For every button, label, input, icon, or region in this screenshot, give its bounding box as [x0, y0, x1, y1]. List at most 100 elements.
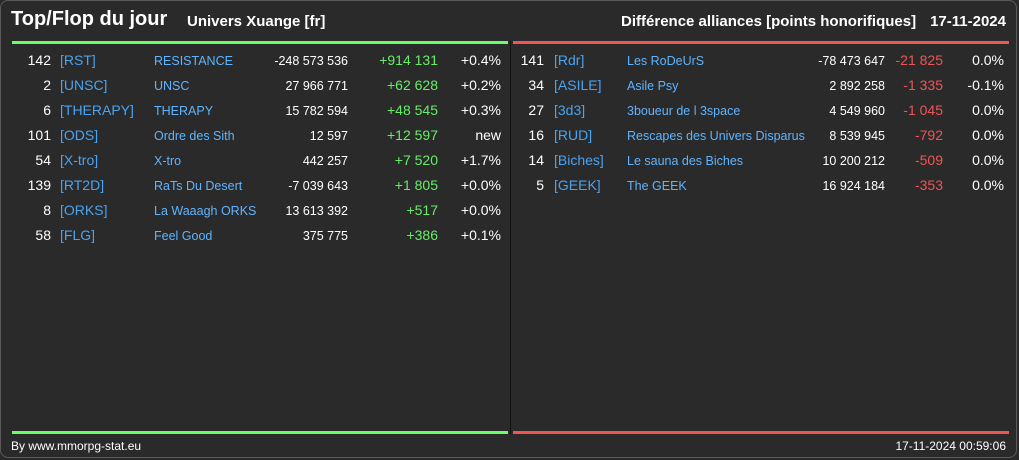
- alliance-name-link[interactable]: Les RoDeUrS: [627, 54, 705, 68]
- table-row: 8 [ORKS] La Waaagh ORKS 13 613 392 +517 …: [12, 199, 506, 224]
- table-row: 6 [THERAPY] THERAPY 15 782 594 +48 545 +…: [12, 99, 506, 124]
- rank: 54: [35, 152, 51, 168]
- diff-value: -509: [914, 152, 943, 168]
- points-value: 15 782 594: [285, 104, 348, 118]
- diff-value: +517: [406, 202, 438, 218]
- percent-value: +0.1%: [460, 227, 501, 243]
- category-label: Différence alliances [points honorifique…: [621, 13, 917, 30]
- rank: 58: [35, 227, 51, 243]
- table-row: 34 [ASILE] Asile Psy 2 892 258 -1 335 -0…: [513, 74, 1009, 99]
- header-info: Différence alliances [points honorifique…: [621, 13, 1006, 30]
- percent-value: 0.0%: [972, 52, 1004, 68]
- table-row: 139 [RT2D] RaTs Du Desert -7 039 643 +1 …: [12, 174, 506, 199]
- table-row: 142 [RST] RESISTANCE -248 573 536 +914 1…: [12, 49, 506, 74]
- diff-value: -21 825: [895, 52, 943, 68]
- percent-value: 0.0%: [972, 102, 1004, 118]
- alliance-name-link[interactable]: Rescapes des Univers Disparus: [627, 129, 805, 143]
- panel-divider: [510, 41, 511, 434]
- rank: 142: [27, 52, 51, 68]
- alliance-name-link[interactable]: Feel Good: [154, 229, 213, 243]
- universe-label: Univers Xuange [fr]: [187, 13, 326, 30]
- points-value: 27 966 771: [285, 79, 348, 93]
- table-row: 58 [FLG] Feel Good 375 775 +386 +0.1%: [12, 224, 506, 249]
- table-row: 141 [Rdr] Les RoDeUrS -78 473 647 -21 82…: [513, 49, 1009, 74]
- points-value: 442 257: [302, 154, 348, 168]
- points-value: 13 613 392: [285, 204, 348, 218]
- table-row: 14 [Biches] Le sauna des Biches 10 200 2…: [513, 149, 1009, 174]
- alliance-tag-link[interactable]: [RUD]: [554, 127, 593, 143]
- table-row: 101 [ODS] Ordre des Sith 12 597 +12 597 …: [12, 124, 506, 149]
- percent-value: 0.0%: [972, 177, 1004, 193]
- percent-value: +0.4%: [460, 52, 501, 68]
- alliance-tag-link[interactable]: [GEEK]: [554, 177, 601, 193]
- points-value: 12 597: [309, 129, 348, 143]
- rank: 14: [528, 152, 544, 168]
- flop-panel: 141 [Rdr] Les RoDeUrS -78 473 647 -21 82…: [513, 49, 1009, 199]
- alliance-tag-link[interactable]: [RT2D]: [60, 177, 105, 193]
- table-row: 27 [3d3] 3boueur de l 3space 4 549 960 -…: [513, 99, 1009, 124]
- percent-value: +0.3%: [460, 102, 501, 118]
- alliance-name-link[interactable]: Le sauna des Biches: [627, 154, 744, 168]
- flop-accent-bar: [513, 41, 1009, 44]
- percent-value: +0.0%: [460, 202, 501, 218]
- points-value: -78 473 647: [818, 54, 885, 68]
- flop-bottom-bar: [513, 431, 1009, 434]
- alliance-tag-link[interactable]: [ODS]: [60, 127, 99, 143]
- diff-value: +914 131: [379, 52, 438, 68]
- rank: 101: [27, 127, 51, 143]
- rank: 2: [43, 77, 51, 93]
- alliance-tag-link[interactable]: [RST]: [60, 52, 96, 68]
- table-row: 2 [UNSC] UNSC 27 966 771 +62 628 +0.2%: [12, 74, 506, 99]
- rank: 141: [520, 52, 544, 68]
- alliance-name-link[interactable]: Ordre des Sith: [154, 129, 235, 143]
- alliance-tag-link[interactable]: [Rdr]: [554, 52, 585, 68]
- rank: 6: [43, 102, 51, 118]
- alliance-name-link[interactable]: 3boueur de l 3space: [627, 104, 741, 118]
- points-value: 4 549 960: [829, 104, 885, 118]
- diff-value: -353: [914, 177, 943, 193]
- alliance-tag-link[interactable]: [FLG]: [60, 227, 96, 243]
- table-row: 16 [RUD] Rescapes des Univers Disparus 8…: [513, 124, 1009, 149]
- points-value: -248 573 536: [274, 54, 348, 68]
- points-value: 2 892 258: [829, 79, 885, 93]
- table-row: 5 [GEEK] The GEEK 16 924 184 -353 0.0%: [513, 174, 1009, 199]
- alliance-tag-link[interactable]: [THERAPY]: [60, 102, 134, 118]
- alliance-tag-link[interactable]: [UNSC]: [60, 77, 108, 93]
- rank: 34: [528, 77, 544, 93]
- alliance-tag-link[interactable]: [Biches]: [554, 152, 604, 168]
- alliance-name-link[interactable]: THERAPY: [154, 104, 214, 118]
- credit-link[interactable]: By www.mmorpg-stat.eu: [11, 439, 142, 453]
- percent-value: +0.2%: [460, 77, 501, 93]
- timestamp: 17-11-2024 00:59:06: [895, 439, 1006, 453]
- rank: 8: [43, 202, 51, 218]
- percent-value: +1.7%: [460, 152, 501, 168]
- points-value: -7 039 643: [288, 179, 348, 193]
- percent-value: new: [475, 127, 501, 143]
- alliance-name-link[interactable]: RaTs Du Desert: [154, 179, 243, 193]
- diff-value: -792: [914, 127, 943, 143]
- diff-value: -1 335: [903, 77, 943, 93]
- percent-value: 0.0%: [972, 152, 1004, 168]
- alliance-tag-link[interactable]: [X-tro]: [60, 152, 99, 168]
- rank: 5: [536, 177, 544, 193]
- alliance-tag-link[interactable]: [ASILE]: [554, 77, 602, 93]
- top-panel: 142 [RST] RESISTANCE -248 573 536 +914 1…: [12, 49, 506, 249]
- alliance-tag-link[interactable]: [3d3]: [554, 102, 586, 118]
- top-bottom-bar: [12, 431, 508, 434]
- alliance-name-link[interactable]: UNSC: [154, 79, 190, 93]
- alliance-name-link[interactable]: The GEEK: [627, 179, 687, 193]
- alliance-name-link[interactable]: Asile Psy: [627, 79, 679, 93]
- alliance-tag-link[interactable]: [ORKS]: [60, 202, 108, 218]
- diff-value: +386: [406, 227, 438, 243]
- alliance-name-link[interactable]: RESISTANCE: [154, 54, 233, 68]
- alliance-name-link[interactable]: X-tro: [154, 154, 182, 168]
- rank: 16: [528, 127, 544, 143]
- percent-value: 0.0%: [972, 127, 1004, 143]
- rank: 139: [27, 177, 51, 193]
- percent-value: +0.0%: [460, 177, 501, 193]
- diff-value: +48 545: [387, 102, 438, 118]
- alliance-name-link[interactable]: La Waaagh ORKS: [154, 204, 257, 218]
- diff-value: +62 628: [387, 77, 438, 93]
- date-label: 17-11-2024: [930, 13, 1006, 30]
